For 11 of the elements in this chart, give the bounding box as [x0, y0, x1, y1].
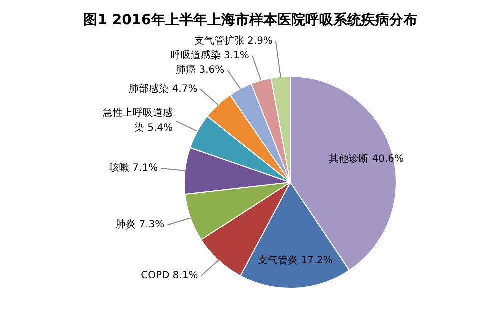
chart-title: 图1 2016年上半年上海市样本医院呼吸系统疾病分布: [84, 12, 418, 28]
slice-label: COPD 8.1%: [141, 270, 198, 282]
slice-label: 急性上呼吸道感染 5.4%: [102, 107, 174, 134]
slice-label: 咳嗽 7.1%: [109, 162, 158, 174]
slice-label: 肺炎 7.3%: [116, 218, 165, 231]
slice-label: 肺部感染 4.7%: [129, 83, 198, 95]
slice-label: 支气管扩张 2.9%: [194, 34, 273, 47]
slice-label: 其他诊断 40.6%: [329, 153, 404, 166]
slice-label: 呼吸道感染 3.1%: [170, 49, 250, 62]
slice-label: 肺癌 3.6%: [176, 64, 225, 76]
slice-label: 支气管炎 17.2%: [258, 254, 333, 266]
